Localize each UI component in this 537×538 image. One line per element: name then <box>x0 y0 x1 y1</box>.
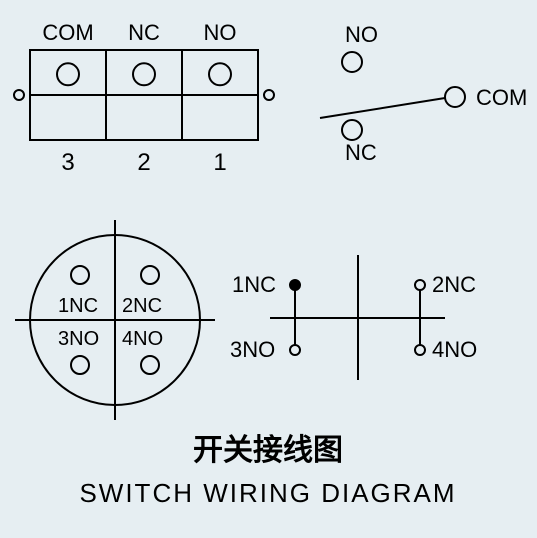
terminal-bottom-label: 2 <box>137 149 150 176</box>
contact-com <box>445 87 465 107</box>
title-en: SWITCH WIRING DIAGRAM <box>79 478 456 508</box>
schematic-node <box>415 280 425 290</box>
pin-hole <box>141 266 159 284</box>
terminal-bottom-label: 3 <box>61 149 74 176</box>
connector-circle: 1NC 2NC 3NO 4NO <box>15 220 215 420</box>
schematic-node <box>290 345 300 355</box>
title-cn: 开关接线图 <box>193 434 343 467</box>
switch-symbol: NO COM NC <box>320 22 527 165</box>
contact-no <box>342 52 362 72</box>
switch-arm <box>320 98 445 118</box>
screw-icon <box>133 63 155 85</box>
terminal-top-label: NO <box>204 20 237 45</box>
schematic-label: 4NO <box>432 337 477 362</box>
schematic-node <box>290 280 300 290</box>
pin-label: 4NO <box>122 328 163 350</box>
contact-label: COM <box>476 85 527 110</box>
terminal-top-label: NC <box>128 20 160 45</box>
schematic: 1NC 2NC 3NO 4NO <box>230 255 477 380</box>
contact-label: NO <box>345 22 378 47</box>
screw-icon <box>209 63 231 85</box>
schematic-label: 3NO <box>230 337 275 362</box>
terminal-top-label: COM <box>42 20 93 45</box>
schematic-node <box>415 345 425 355</box>
pin-hole <box>141 356 159 374</box>
pin-hole <box>71 266 89 284</box>
diagram-root: COM NC NO 3 2 1 NO COM NC 1NC 2NC 3NO 4NO 1NC 2NC 3NO 4N… <box>0 0 537 538</box>
terminal-bottom-label: 1 <box>213 149 226 176</box>
contact-nc <box>342 120 362 140</box>
pin-label: 3NO <box>58 328 99 350</box>
pin-label: 2NC <box>122 295 162 317</box>
terminal-block: COM NC NO 3 2 1 <box>14 20 274 176</box>
schematic-label: 1NC <box>232 272 276 297</box>
schematic-label: 2NC <box>432 272 476 297</box>
contact-label: NC <box>345 140 377 165</box>
pin-label: 1NC <box>58 295 98 317</box>
pin-hole <box>71 356 89 374</box>
screw-icon <box>57 63 79 85</box>
